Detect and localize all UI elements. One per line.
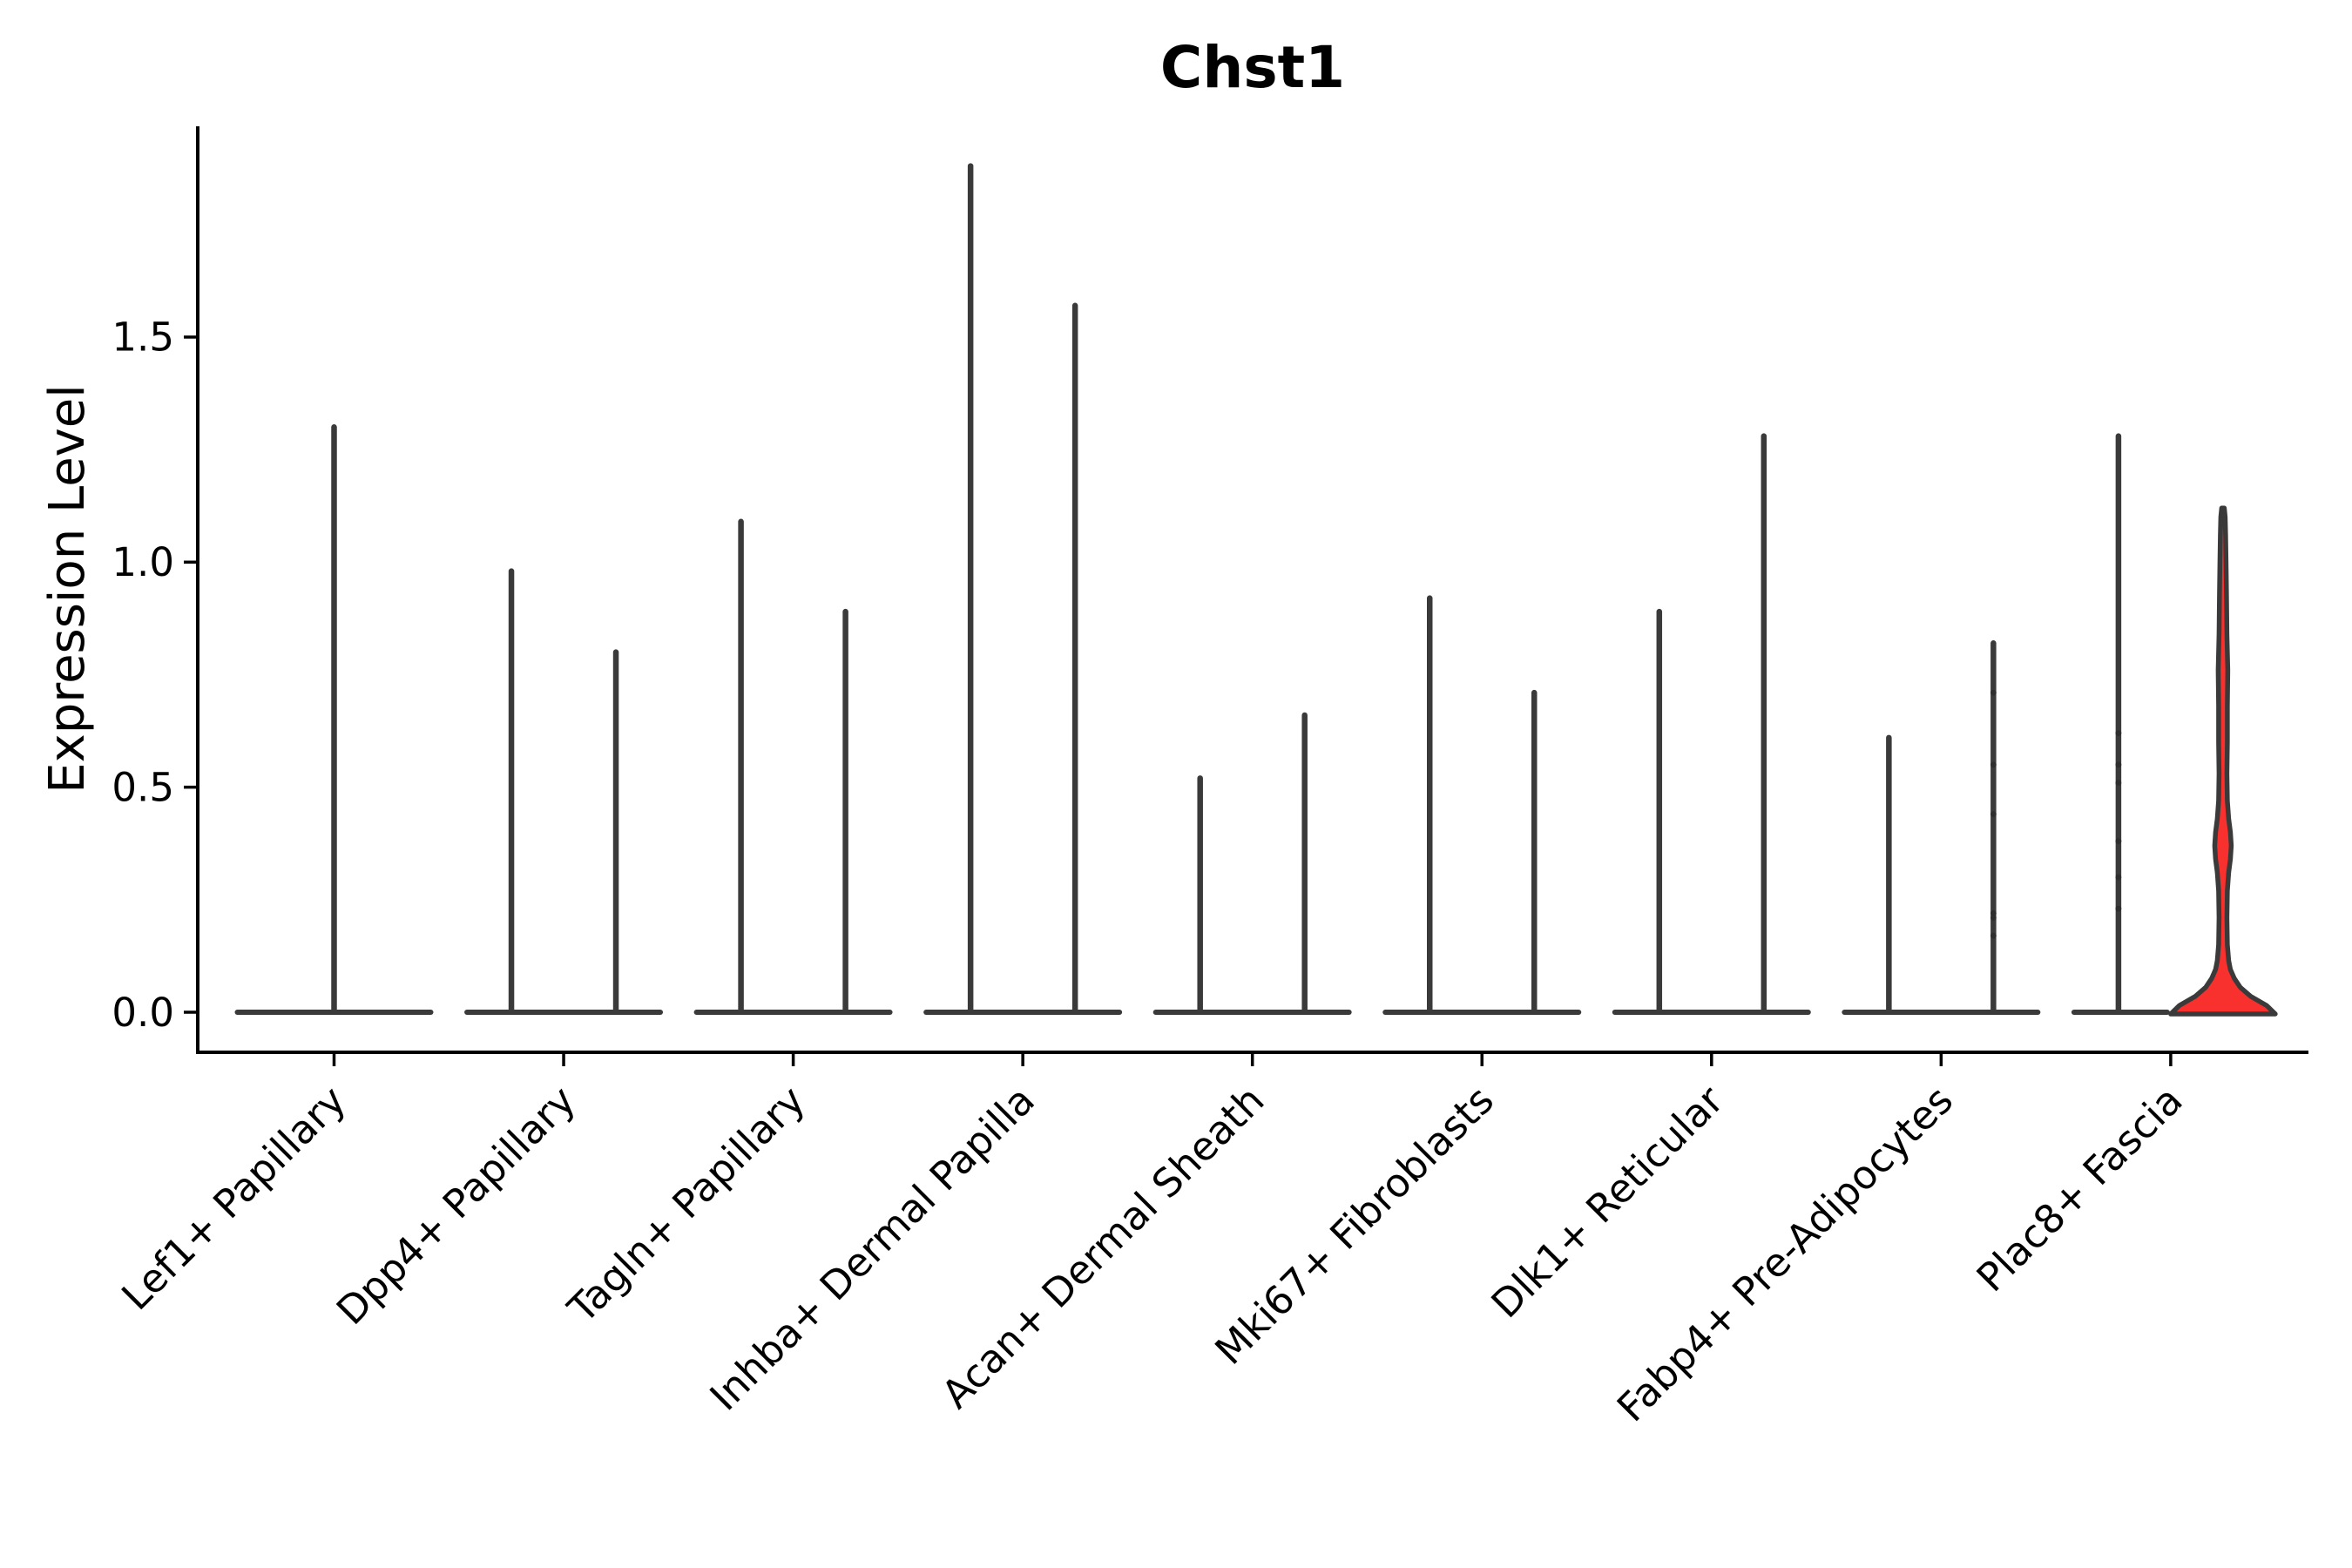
y-tick-label: 1.5 <box>112 314 174 361</box>
jitter-point <box>1990 811 1997 818</box>
jitter-point <box>1990 932 1997 939</box>
x-tick-label: Dlk1+ Reticular <box>1483 1077 1733 1327</box>
jitter-point <box>1990 909 1997 916</box>
axis-spines <box>196 126 2308 1054</box>
jitter-point <box>1990 761 1997 768</box>
jitter-point <box>2115 761 2122 768</box>
x-tick-label: Lef1+ Papillary <box>112 1077 355 1319</box>
x-tick-label: Dpp4+ Papillary <box>328 1077 585 1334</box>
jitter-point <box>2115 838 2122 845</box>
jitter-point <box>1990 915 1997 921</box>
jitter-point <box>2115 780 2122 786</box>
axes <box>196 126 2308 1054</box>
y-tick-labels: 0.0 0.5 1.0 1.5 <box>112 314 198 1036</box>
x-tick-label: Plac8+ Fascia <box>1968 1077 2192 1301</box>
y-axis-label: Expression Level <box>39 384 96 794</box>
jitter-point <box>2115 905 2122 912</box>
violins <box>234 163 2278 1017</box>
violin-highlighted <box>2168 505 2278 1017</box>
jitter-point <box>2115 730 2122 737</box>
y-tick-label: 0.0 <box>112 990 174 1036</box>
jitter-point <box>2115 874 2122 881</box>
jitter-point <box>1990 689 1997 696</box>
chart-title: Chst1 <box>1160 34 1345 101</box>
y-tick-label: 1.0 <box>112 539 174 585</box>
y-tick-label: 0.5 <box>112 764 174 810</box>
x-tick-label: Tagln+ Papillary <box>558 1077 814 1332</box>
